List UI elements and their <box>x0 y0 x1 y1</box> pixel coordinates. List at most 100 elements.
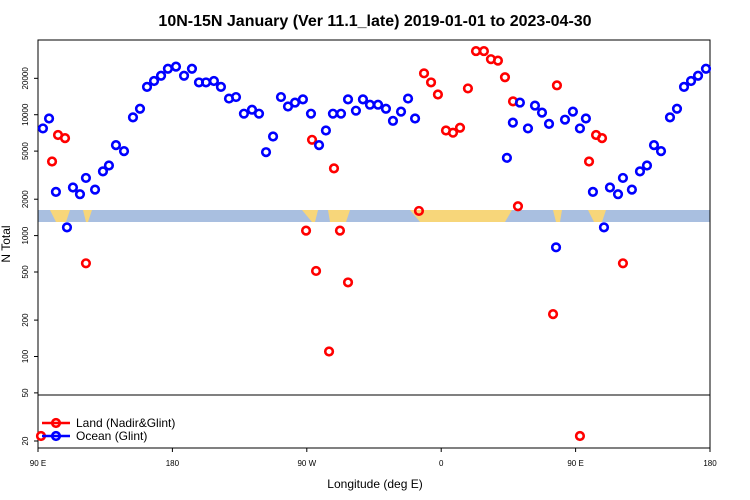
point <box>587 186 599 197</box>
point <box>208 75 220 87</box>
point <box>46 156 58 167</box>
point <box>97 166 109 177</box>
y-tick-label: 10000 <box>21 103 30 126</box>
point <box>700 63 712 74</box>
point <box>357 94 369 105</box>
point <box>507 117 518 128</box>
point <box>80 172 92 184</box>
point <box>148 75 160 87</box>
y-axis-label: N Total <box>0 225 13 262</box>
point <box>327 108 339 119</box>
y-tick-label: 1000 <box>21 226 30 244</box>
point <box>499 72 511 83</box>
point <box>323 346 335 357</box>
x-tick-label: 90 W <box>297 459 316 468</box>
point <box>470 45 482 57</box>
point <box>141 81 153 92</box>
point <box>678 81 690 92</box>
point <box>395 106 407 117</box>
point <box>230 91 242 103</box>
point <box>559 114 571 125</box>
point <box>74 189 86 200</box>
point <box>215 81 227 92</box>
point <box>692 70 704 81</box>
point <box>655 146 667 157</box>
y-tick-label: 50 <box>21 388 30 397</box>
point <box>342 277 354 288</box>
point <box>313 140 325 151</box>
point <box>103 160 115 171</box>
point <box>536 107 548 118</box>
point <box>604 182 616 193</box>
point <box>501 152 513 163</box>
point <box>59 133 71 144</box>
point <box>529 100 541 111</box>
legend-label: Land (Nadir&Glint) <box>76 416 175 430</box>
point <box>671 103 683 114</box>
point <box>306 134 318 145</box>
point <box>478 45 490 57</box>
point <box>335 108 347 119</box>
point <box>200 77 212 88</box>
point <box>514 97 525 108</box>
chart-title: 10N-15N January (Ver 11.1_late) 2019-01-… <box>158 13 591 30</box>
y-tick-label: 20000 <box>21 67 30 90</box>
point <box>626 184 637 195</box>
y-tick-label: 500 <box>21 265 30 279</box>
point <box>350 105 362 116</box>
point <box>413 205 425 217</box>
point <box>118 146 130 157</box>
map-strip <box>38 210 710 222</box>
x-tick-label: 180 <box>703 459 717 468</box>
point <box>580 113 592 124</box>
y-tick-label: 20 <box>21 436 30 445</box>
x-tick-label: 0 <box>439 459 444 468</box>
point <box>567 106 579 117</box>
point <box>289 97 301 108</box>
point <box>598 222 610 233</box>
point <box>134 103 146 114</box>
x-tick-label: 90 E <box>30 459 46 468</box>
point <box>170 61 182 72</box>
point <box>43 113 55 124</box>
x-axis-label: Longitude (deg E) <box>327 477 422 491</box>
point <box>425 77 437 88</box>
point <box>574 123 586 134</box>
point <box>61 222 73 233</box>
point <box>617 258 629 269</box>
point <box>372 99 384 110</box>
point <box>89 184 101 195</box>
point <box>67 182 79 193</box>
y-tick-label: 2000 <box>21 190 30 208</box>
legend-marker <box>50 417 62 429</box>
point <box>402 93 414 104</box>
point <box>462 83 474 94</box>
point <box>310 265 322 277</box>
point <box>685 75 697 87</box>
point <box>328 163 340 174</box>
point <box>186 63 198 74</box>
point <box>334 225 346 236</box>
point <box>300 225 312 236</box>
plot-frame <box>37 39 711 449</box>
point <box>664 112 676 123</box>
x-tick-label: 180 <box>166 459 180 468</box>
point <box>543 118 555 129</box>
point <box>80 258 92 269</box>
point <box>617 172 629 184</box>
point <box>50 186 62 197</box>
point <box>253 108 265 119</box>
point <box>551 80 563 91</box>
point <box>37 123 49 134</box>
point <box>454 122 466 133</box>
point <box>238 108 250 119</box>
point <box>547 309 559 320</box>
point <box>583 156 595 167</box>
point <box>596 133 608 144</box>
point <box>612 189 624 200</box>
point <box>275 91 287 103</box>
point <box>574 430 586 442</box>
point <box>155 70 167 81</box>
point <box>267 131 279 142</box>
point <box>305 108 317 119</box>
